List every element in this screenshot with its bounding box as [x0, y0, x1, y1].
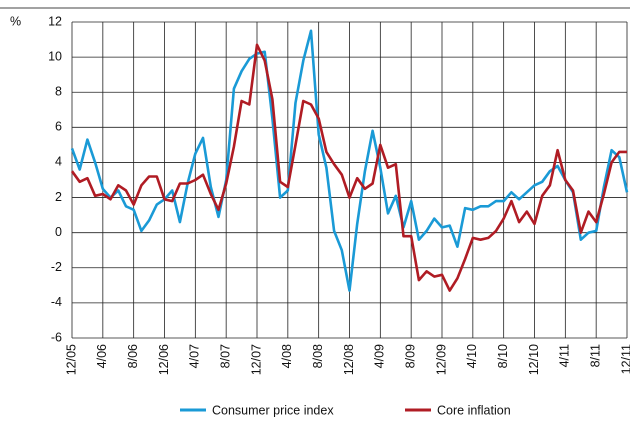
x-tick-label: 12/05: [64, 344, 78, 375]
y-tick-label: 8: [55, 85, 62, 99]
y-tick-label: 4: [55, 155, 62, 169]
x-tick-label: 12/07: [249, 344, 263, 375]
x-tick-label: 8/11: [588, 344, 602, 367]
x-tick-label: 8/06: [126, 344, 140, 368]
x-tick-label: 12/06: [157, 344, 171, 375]
x-tick-label: 8/08: [311, 344, 325, 368]
y-tick-label: -2: [51, 260, 62, 274]
x-tick-label: 4/08: [280, 344, 294, 368]
x-tick-label: 12/11: [619, 344, 630, 374]
x-tick-label: 4/07: [188, 344, 202, 368]
y-tick-label: 0: [55, 225, 62, 239]
y-tick-label: 2: [55, 190, 62, 204]
y-tick-label: 12: [48, 14, 62, 28]
series-line: [70, 43, 627, 292]
x-tick-label: 4/09: [373, 344, 387, 368]
x-tick-label: 4/11: [558, 344, 572, 367]
x-tick-label: 8/09: [403, 344, 417, 368]
x-tick-label: 4/06: [95, 344, 109, 368]
x-tick-label: 8/10: [496, 344, 510, 368]
legend-label: Core inflation: [437, 403, 511, 417]
y-tick-label: -4: [51, 295, 62, 309]
y-tick-label: 6: [55, 120, 62, 134]
legend-label: Consumer price index: [212, 403, 334, 417]
y-tick-label: 10: [48, 49, 62, 63]
x-tick-label: 12/08: [342, 344, 356, 375]
y-axis-label: %: [10, 14, 21, 28]
y-tick-label: -6: [51, 330, 62, 344]
x-tick-label: 12/09: [434, 344, 448, 375]
x-tick-label: 4/10: [465, 344, 479, 368]
x-tick-label: 8/07: [218, 344, 232, 368]
x-tick-label: 12/10: [527, 344, 541, 375]
